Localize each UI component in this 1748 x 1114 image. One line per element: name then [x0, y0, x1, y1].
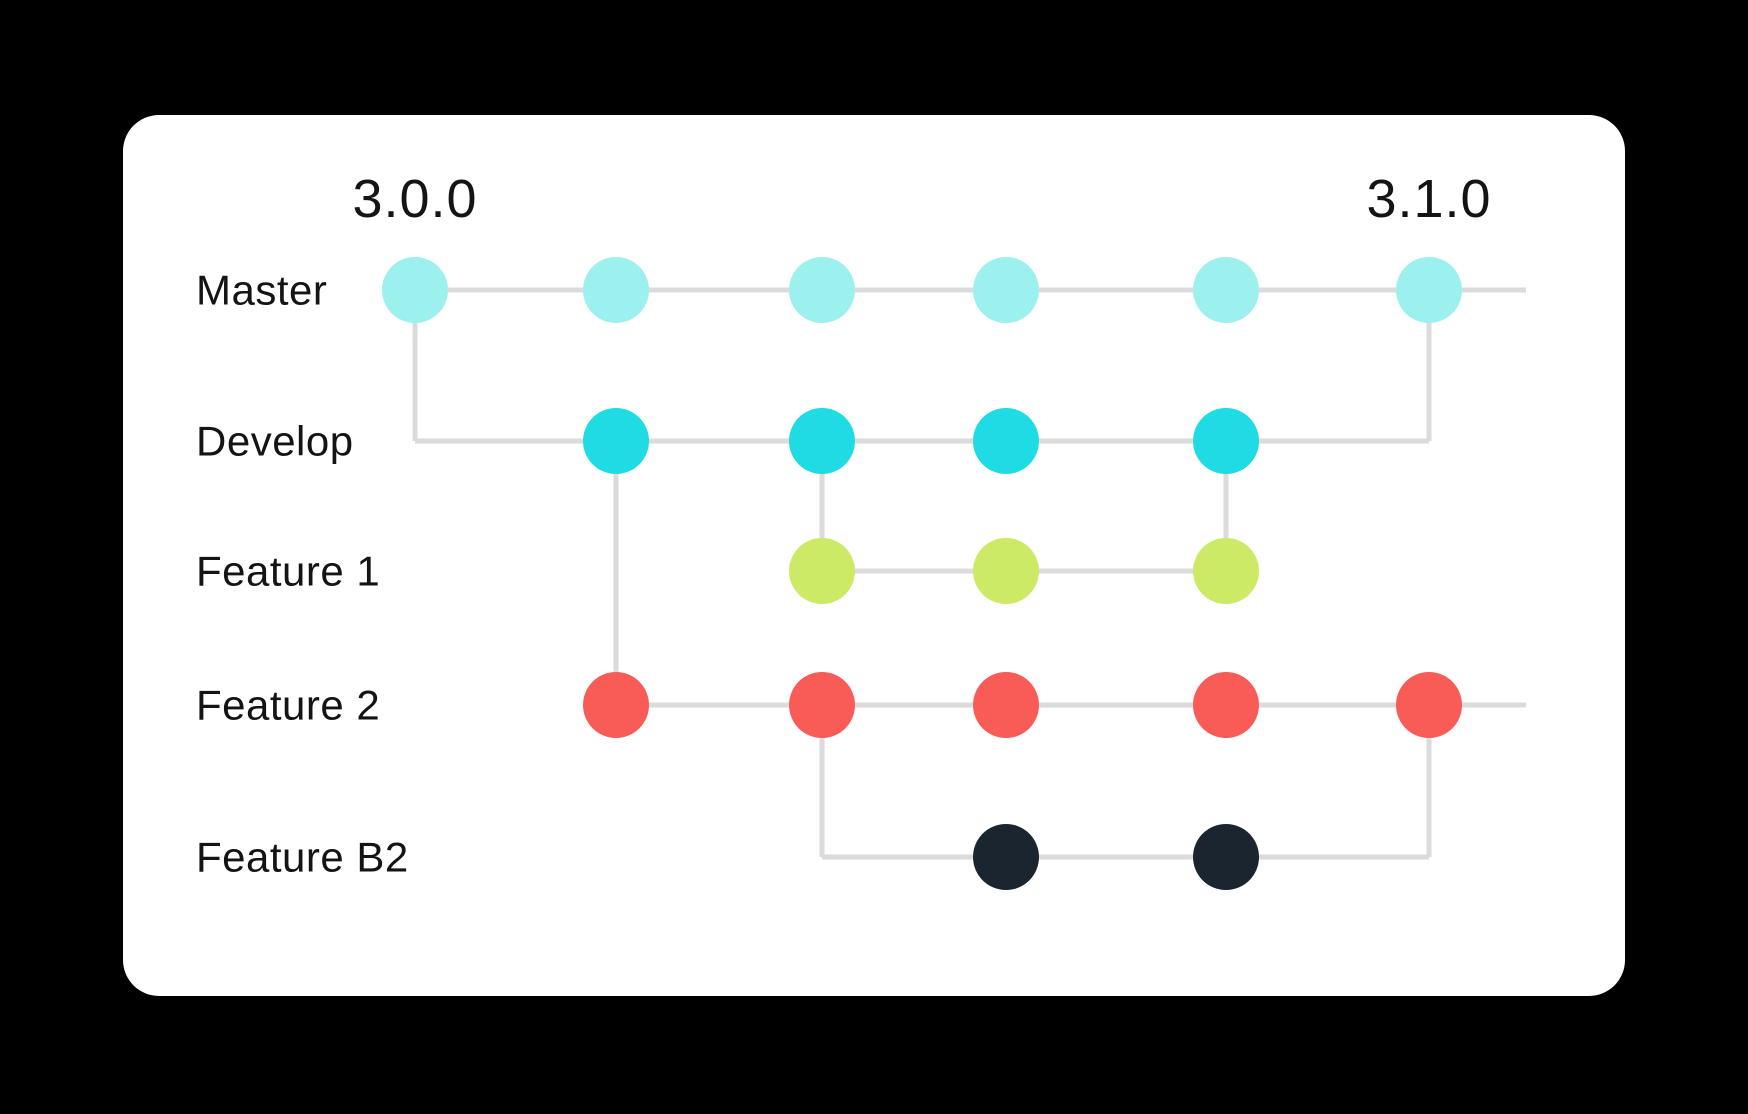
branch-label-feature-1: Feature 1: [196, 548, 380, 595]
develop-commit-dot: [583, 408, 649, 474]
master-commit-dot: [583, 257, 649, 323]
branch-label-develop: Develop: [196, 418, 354, 465]
version-tag-3.1.0: 3.1.0: [1366, 169, 1491, 229]
master-commit-dot: [1193, 257, 1259, 323]
feature-b2-commit-dot: [1193, 824, 1259, 890]
feature-2-commit-dot: [973, 672, 1039, 738]
master-commit-dot: [973, 257, 1039, 323]
branch-label-feature-2: Feature 2: [196, 682, 380, 729]
diagram-card: [123, 115, 1625, 996]
feature-1-commit-dot: [1193, 538, 1259, 604]
master-commit-dot: [382, 257, 448, 323]
feature-2-commit-dot: [1396, 672, 1462, 738]
develop-commit-dot: [1193, 408, 1259, 474]
feature-2-commit-dot: [789, 672, 855, 738]
develop-commit-dot: [973, 408, 1039, 474]
branch-label-master: Master: [196, 267, 327, 314]
master-commit-dot: [1396, 257, 1462, 323]
develop-commit-dot: [789, 408, 855, 474]
feature-2-commit-dot: [583, 672, 649, 738]
version-tag-3.0.0: 3.0.0: [352, 169, 477, 229]
feature-b2-commit-dot: [973, 824, 1039, 890]
feature-2-commit-dot: [1193, 672, 1259, 738]
master-commit-dot: [789, 257, 855, 323]
feature-1-commit-dot: [973, 538, 1039, 604]
branch-label-feature-b2: Feature B2: [196, 834, 409, 881]
feature-1-commit-dot: [789, 538, 855, 604]
